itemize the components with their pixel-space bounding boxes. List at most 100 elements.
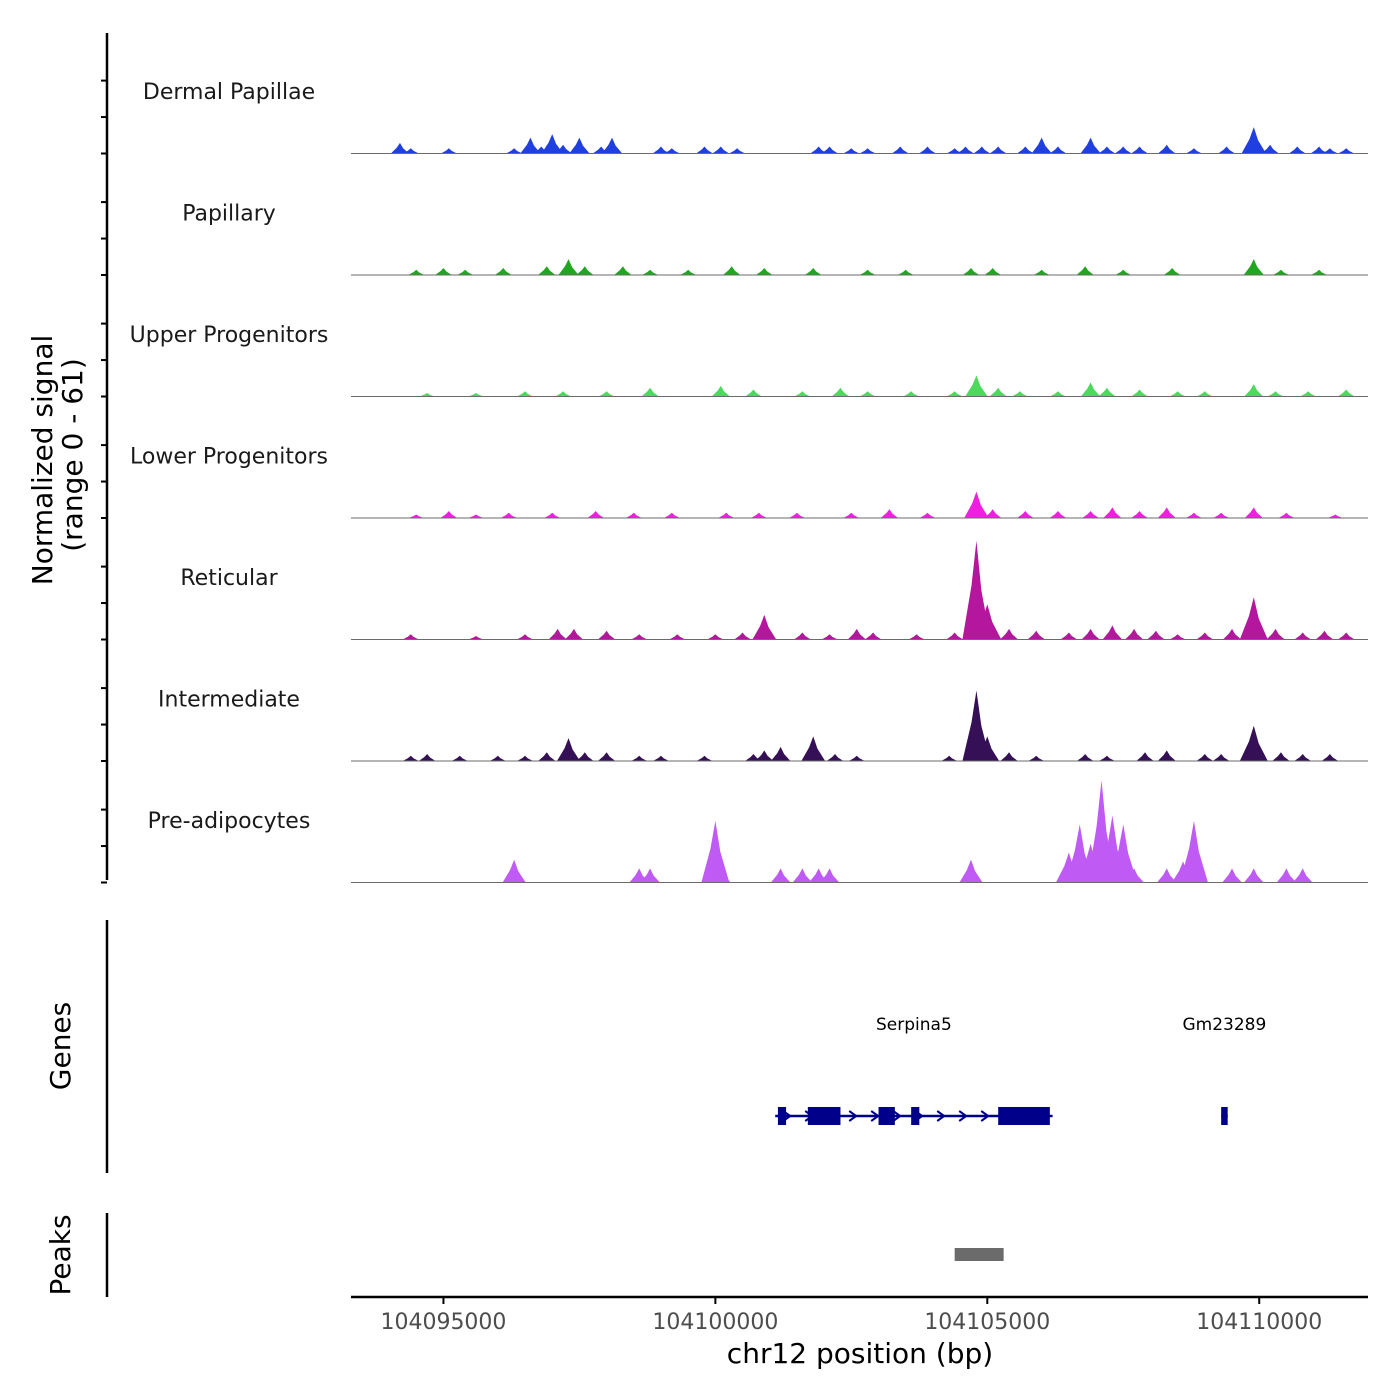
signal-peak [538, 266, 556, 275]
signal-peak [669, 634, 686, 640]
signal-peak [641, 387, 659, 397]
signal-peak [919, 512, 936, 518]
signal-peak [1080, 382, 1101, 397]
x-tick-label: 104105000 [924, 1310, 1050, 1335]
signal-peak [1098, 146, 1116, 154]
signal-peak [1156, 868, 1177, 883]
signal-peak [1185, 148, 1203, 154]
signal-peak [1157, 507, 1176, 518]
signal-peak [1311, 269, 1328, 275]
signal-peak [989, 146, 1007, 154]
signal-peak [576, 752, 594, 761]
signal-peak [1031, 137, 1052, 154]
track-dermal-papillae: Dermal Papillae [143, 80, 1368, 154]
signal-peak [541, 134, 564, 154]
signal-peak [826, 753, 844, 761]
signal-peak [402, 148, 419, 154]
signal-peak [1080, 137, 1101, 154]
signal-peak [502, 859, 526, 883]
signal-peak [1337, 389, 1355, 397]
signal-peak [1098, 387, 1116, 397]
signal-peak [1060, 632, 1078, 640]
signal-peak [457, 269, 474, 275]
signal-peak [440, 148, 457, 154]
signal-peak [1292, 868, 1313, 883]
signal-peak [793, 632, 811, 640]
signal-peak [1243, 868, 1264, 883]
signal-peak [1321, 148, 1338, 154]
signal-peak [1218, 146, 1235, 154]
signal-peak [1300, 391, 1317, 397]
signal-peak [1081, 628, 1100, 640]
signal-peak [1158, 144, 1176, 154]
signal-peak [770, 746, 791, 761]
signal-peak [962, 267, 980, 275]
signal-peak [1076, 266, 1094, 275]
gene-name-label: Serpina5 [876, 1015, 952, 1035]
gene-serpina5: Serpina5 [775, 1015, 1053, 1125]
signal-peak [494, 267, 512, 275]
signal-peak [1124, 868, 1144, 883]
signal-peak [1266, 628, 1285, 640]
signal-peak [712, 146, 730, 154]
coverage-tracks: Dermal Papillae Papillary Upper Progenitor… [130, 80, 1368, 883]
signal-peak [418, 753, 436, 761]
signal-peak [701, 820, 730, 883]
signal-peak [1243, 259, 1264, 275]
strand-arrow [870, 1110, 880, 1122]
signal-peak [1131, 389, 1148, 397]
signal-peak [919, 146, 936, 154]
signal-peak [1027, 630, 1046, 640]
signal-peak [625, 512, 642, 518]
signal-peak [1239, 725, 1268, 761]
signal-peak [1244, 384, 1264, 397]
signal-peak [419, 392, 435, 397]
signal-peak [597, 630, 616, 640]
signal-peak [614, 266, 632, 275]
strand-arrow [892, 1110, 902, 1122]
signal-peak [1241, 127, 1267, 154]
signal-peak [569, 137, 590, 154]
gene-exon [1221, 1107, 1228, 1125]
signal-peak [1131, 510, 1148, 518]
strand-arrow [980, 1110, 990, 1122]
y-axis-title: Normalized signal [26, 335, 59, 586]
signal-peak [908, 634, 925, 640]
signal-peak [804, 267, 822, 275]
gene-exon [807, 1107, 841, 1125]
signal-peak [520, 137, 541, 154]
signal-peak [1109, 824, 1138, 883]
signal-peak [847, 628, 866, 640]
signal-peak [1278, 512, 1295, 518]
signal-peak [1028, 755, 1045, 761]
signal-peak [755, 267, 773, 275]
signal-peak [711, 385, 730, 397]
signal-peak [1212, 753, 1230, 761]
signal-peak [864, 632, 882, 640]
signal-peak [1272, 269, 1290, 275]
signal-peak [1016, 146, 1034, 154]
signal-peak [843, 512, 860, 518]
signal-peak [597, 752, 616, 761]
signal-peak [755, 750, 774, 761]
signal-peak [652, 146, 670, 154]
signal-peak [859, 269, 876, 275]
signal-peak [946, 391, 963, 397]
track-label: Dermal Papillae [143, 80, 315, 105]
track-label: Upper Progenitors [130, 323, 329, 348]
signal-peak [1276, 868, 1297, 883]
signal-peak [554, 144, 572, 154]
signal-peak [1000, 752, 1018, 761]
signal-peak [880, 509, 899, 518]
signal-peak [1315, 630, 1334, 640]
track-intermediate: Intermediate [158, 688, 1368, 762]
track-label: Lower Progenitors [130, 445, 328, 470]
signal-peak [468, 635, 484, 640]
signal-peak [959, 859, 983, 883]
signal-peak [601, 137, 623, 154]
signal-peak [555, 391, 572, 397]
signal-peak [1016, 510, 1034, 518]
signal-peak [408, 514, 424, 518]
coverage-y-ticks [101, 79, 107, 884]
y-axis-subtitle: (range 0 - 61) [56, 358, 89, 552]
